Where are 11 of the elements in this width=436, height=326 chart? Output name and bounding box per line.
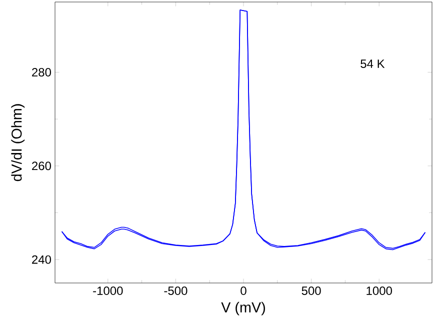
x-tick-label: -1000 (93, 286, 123, 296)
y-tick-label: 280 (32, 68, 52, 76)
y-tick-label: 260 (32, 162, 52, 170)
x-tick-label: -500 (164, 286, 188, 296)
x-tick-label: 500 (302, 286, 321, 296)
x-tick-label: 1000 (366, 286, 392, 296)
y-axis-title: dV/dI (Ohm) (11, 104, 25, 182)
y-tick-label: 240 (32, 255, 52, 264)
x-tick-label: 0 (240, 286, 246, 296)
x-axis-title: V (mV) (221, 302, 265, 316)
annotation: 54 K (360, 60, 385, 68)
